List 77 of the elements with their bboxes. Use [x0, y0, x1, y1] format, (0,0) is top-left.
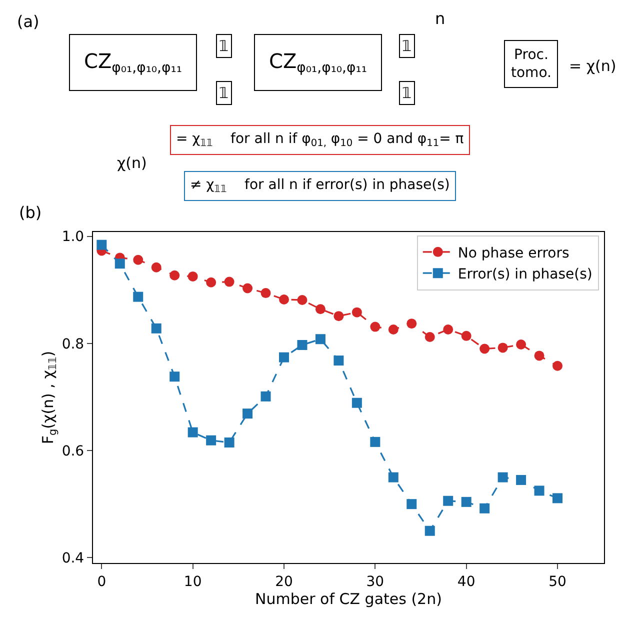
text: χ(n): [117, 154, 147, 172]
text: = χ$_{𝟙𝟙}$ for all n if φ$_{01,}$ φ$_{10}$ = 0 and φ$_{11}$= π: [176, 131, 464, 149]
y-tick-label: 0.4: [62, 550, 84, 567]
point: [114, 258, 125, 269]
text: Proc. tomo.: [511, 47, 552, 82]
point: [480, 503, 490, 514]
point: [133, 292, 144, 302]
point: [188, 427, 198, 438]
point: [498, 342, 508, 353]
point: [406, 318, 417, 329]
point: [498, 472, 508, 482]
point: [552, 493, 562, 504]
point: [406, 499, 417, 510]
point: [279, 352, 289, 362]
text: 𝟙: [402, 37, 412, 55]
point: [352, 398, 362, 408]
text: ≠ χ$_{𝟙𝟙}$ for all n if error(s) in phase(s): [190, 177, 450, 195]
point: [297, 295, 308, 306]
x-axis-title: Number of CZ gates (2n): [255, 590, 442, 608]
point: [424, 526, 435, 536]
text: (b): [19, 203, 42, 222]
point: [388, 324, 398, 334]
text: CZ$_{φ₀₁,φ₁₀,φ₁₁}$: [84, 49, 182, 76]
point: [370, 322, 380, 332]
point: [206, 435, 216, 446]
point: [224, 437, 234, 448]
point: [516, 339, 526, 350]
point: [552, 360, 562, 371]
point: [170, 372, 180, 382]
point: [315, 304, 326, 314]
point: [352, 307, 362, 318]
point: [388, 472, 398, 482]
point: [151, 323, 162, 334]
point: [297, 340, 308, 350]
legend-label: Error(s) in phase(s): [458, 266, 592, 283]
point: [534, 350, 544, 361]
point: [260, 288, 271, 298]
point: [461, 496, 472, 507]
point: [534, 486, 544, 496]
x-tick-label: 30: [366, 574, 384, 590]
point: [242, 408, 253, 419]
point: [96, 240, 107, 250]
text: n: [435, 9, 446, 28]
text: CZ$_{φ₀₁,φ₁₀,φ₁₁}$: [269, 49, 367, 76]
text: 𝟙: [402, 84, 412, 102]
text: = χ(n): [569, 57, 616, 75]
point: [224, 276, 234, 287]
x-tick-label: 0: [97, 574, 106, 590]
point: [242, 283, 253, 294]
x-tick-label: 10: [184, 574, 202, 590]
point: [443, 324, 454, 334]
point: [151, 262, 162, 272]
y-tick-label: 0.6: [62, 443, 84, 460]
point: [206, 277, 216, 288]
point: [370, 436, 380, 447]
point: [461, 330, 472, 341]
x-tick-label: 50: [548, 574, 566, 590]
point: [260, 391, 271, 402]
point: [133, 254, 144, 265]
point: [424, 332, 435, 342]
point: [334, 311, 344, 322]
y-tick-label: 0.8: [62, 336, 84, 352]
text: 𝟙: [219, 37, 229, 55]
point: [315, 334, 326, 344]
point: [516, 474, 526, 485]
text: 𝟙: [219, 84, 229, 102]
point: [334, 356, 344, 366]
legend-label: No phase errors: [458, 245, 570, 262]
point: [279, 294, 289, 304]
point: [480, 344, 490, 354]
x-tick-label: 40: [457, 574, 476, 590]
y-tick-label: 1.0: [62, 229, 84, 246]
text: (a): [17, 12, 40, 31]
point: [170, 270, 180, 280]
x-tick-label: 20: [275, 574, 293, 590]
point: [188, 271, 198, 282]
point: [443, 496, 454, 506]
